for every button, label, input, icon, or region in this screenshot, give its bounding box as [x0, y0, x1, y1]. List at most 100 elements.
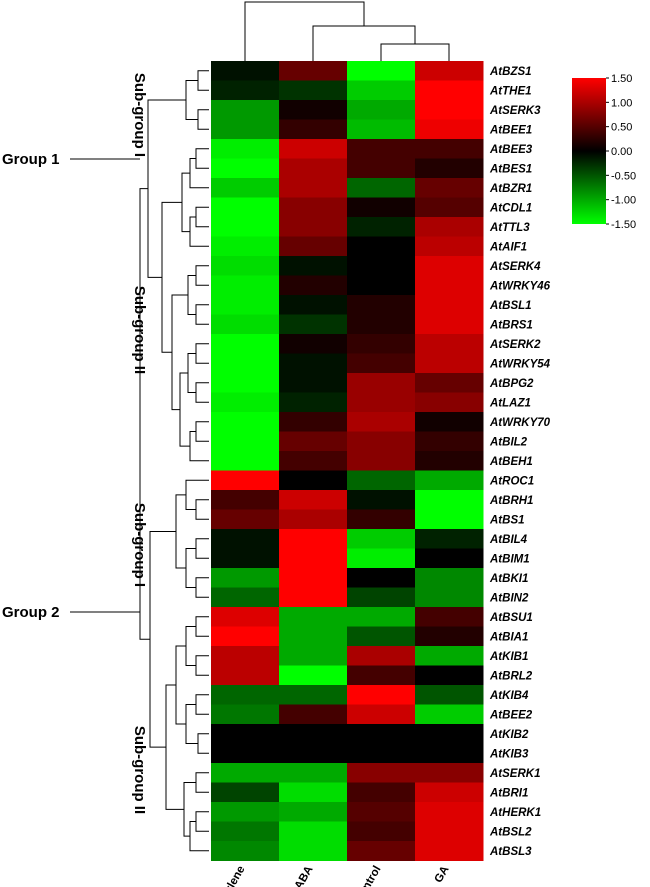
heatmap-cell-atwrky70-ethylene	[211, 412, 280, 432]
heatmap-cell-atlaz1-ethylene	[211, 392, 280, 413]
heatmap-cell-atbil2-ga	[415, 431, 484, 452]
subgroup-label: Sub-group I	[131, 73, 148, 157]
heatmap-cell-atherk1-ethylene	[211, 802, 280, 822]
heatmap-cell-atbia1-aba	[279, 626, 348, 647]
row-dendrogram-branch	[197, 733, 209, 754]
gene-label: AtTTL3	[489, 222, 530, 234]
gene-label: AtBIM1	[489, 553, 530, 565]
heatmap-cell-atbrh1-ga	[415, 490, 484, 510]
heatmap-cell-atbsu1-ethylene	[211, 607, 280, 627]
heatmap-cell-atthe1-control	[347, 80, 416, 101]
heatmap-cell-atserk2-ga	[415, 334, 484, 354]
row-dendrogram-branch	[185, 626, 196, 666]
heatmap-cell-atbzs1-control	[347, 61, 416, 81]
column-dendrogram-branch	[244, 1, 365, 61]
heatmap-cell-atbee2-ethylene	[211, 704, 280, 725]
heatmap-cell-atserk1-aba	[279, 763, 348, 783]
heatmap-cell-atserk3-control	[347, 100, 416, 120]
row-dendrogram-branch	[175, 494, 186, 569]
gene-label: AtBEE1	[489, 124, 532, 136]
heatmap-cell-atbeh1-control	[347, 451, 416, 471]
heatmap-cell-atkib4-ethylene	[211, 685, 280, 705]
heatmap-cell-atbin2-ethylene	[211, 587, 280, 608]
gene-label: AtKIB1	[489, 651, 528, 663]
heatmap-cell-atserk2-aba	[279, 334, 348, 354]
heatmap-cell-atbrs1-aba	[279, 314, 348, 335]
gene-label: AtBRH1	[489, 495, 533, 507]
heatmap-cell-atwrky54-control	[347, 353, 416, 374]
row-dendrogram-branch	[197, 70, 209, 91]
gene-label: AtBZR1	[489, 183, 532, 195]
gene-label: AtBSU1	[489, 612, 533, 624]
heatmap-cell-atwrky70-ga	[415, 412, 484, 432]
heatmap-cell-atbsu1-aba	[279, 607, 348, 627]
heatmap-cell-atkib4-control	[347, 685, 416, 705]
heatmap-cell-atbrs1-ethylene	[211, 314, 280, 335]
gene-label: AtWRKY46	[489, 280, 551, 292]
heatmap-cell-atbsl3-aba	[279, 841, 348, 861]
heatmap-cell-atroc1-aba	[279, 470, 348, 491]
subgroup-label: Sub-group II	[131, 726, 148, 814]
heatmap-cell-atbzs1-aba	[279, 61, 348, 81]
gene-label: AtBZS1	[489, 66, 532, 78]
row-dendrogram-branch	[175, 645, 186, 725]
group-labels: Group 1 Group 2 Sub-group I Sub-group II Sub…	[2, 73, 148, 814]
heatmap-cell-atbia1-control	[347, 626, 416, 647]
heatmap-cell-atkib2-ethylene	[211, 724, 280, 744]
heatmap-cell-atserk1-ga	[415, 763, 484, 783]
heatmap-cell-atlaz1-ga	[415, 392, 484, 413]
heatmap-cell-atbim1-ethylene	[211, 548, 280, 569]
heatmap-cell-atbes1-ga	[415, 158, 484, 179]
heatmap-cell-atbsl1-aba	[279, 295, 348, 315]
heatmap-cell-atwrky46-aba	[279, 275, 348, 296]
heatmap-cell-ataif1-aba	[279, 236, 348, 257]
heatmap-cell-atbil4-ga	[415, 529, 484, 549]
heatmap-cell-atwrky54-ethylene	[211, 353, 280, 374]
heatmap-cell-atbrl2-aba	[279, 665, 348, 686]
heatmap-cell-atlaz1-control	[347, 392, 416, 413]
gene-label: AtBIN2	[489, 592, 529, 604]
gene-label: AtCDL1	[489, 202, 532, 214]
heatmap-cell-atroc1-ethylene	[211, 470, 280, 491]
colorbar-tick-label: 0.00	[611, 146, 632, 158]
heatmap-cell-atbs1-ethylene	[211, 509, 280, 530]
gene-label: AtSERK1	[489, 768, 540, 780]
gene-label: AtROC1	[489, 475, 534, 487]
gene-label: AtBRS1	[489, 319, 533, 331]
heatmap-cell-atkib2-aba	[279, 724, 348, 744]
heatmap-cell-atbri1-ga	[415, 782, 484, 803]
heatmap-cell-atbee3-control	[347, 139, 416, 159]
heatmap-cell-atserk1-control	[347, 763, 416, 783]
row-dendrogram-branch	[197, 109, 209, 130]
heatmap-cell-atbrl2-ga	[415, 665, 484, 686]
row-dendrogram-branch	[195, 382, 209, 403]
heatmap-cell-atbsl2-control	[347, 821, 416, 842]
heatmap-cell-atbs1-ga	[415, 509, 484, 530]
heatmap-cell-atbsl1-ethylene	[211, 295, 280, 315]
gene-label: AtTHE1	[489, 85, 532, 97]
heatmap-cell-atbsu1-ga	[415, 607, 484, 627]
gene-label: AtBEE2	[489, 709, 533, 721]
colorbar-tick-label: 1.50	[611, 73, 632, 85]
row-dendrogram	[139, 70, 209, 852]
row-dendrogram-branch	[195, 421, 209, 442]
row-dendrogram-branch	[189, 431, 209, 462]
row-dendrogram-branch	[195, 499, 209, 520]
heatmap-cell-atbsl2-ethylene	[211, 821, 280, 842]
heatmap-cell-atkib2-control	[347, 724, 416, 744]
row-dendrogram-branch	[149, 530, 176, 748]
row-dendrogram-branch	[195, 811, 209, 832]
heatmap-cell-atwrky54-aba	[279, 353, 348, 374]
heatmap-cells	[211, 61, 484, 861]
heatmap-cell-atkib3-ethylene	[211, 743, 280, 764]
heatmap-cell-atthe1-ethylene	[211, 80, 280, 101]
heatmap-cell-atbil4-ethylene	[211, 529, 280, 549]
heatmap-cell-atbee3-aba	[279, 139, 348, 159]
heatmap-cell-atbil2-ethylene	[211, 431, 280, 452]
row-dendrogram-branch	[195, 772, 209, 793]
gene-label: AtBEE3	[489, 144, 533, 156]
heatmap-cell-atkib1-aba	[279, 646, 348, 666]
heatmap-cell-atroc1-ga	[415, 470, 484, 491]
gene-label: AtBRI1	[489, 787, 528, 799]
gene-label: AtKIB2	[489, 729, 529, 741]
